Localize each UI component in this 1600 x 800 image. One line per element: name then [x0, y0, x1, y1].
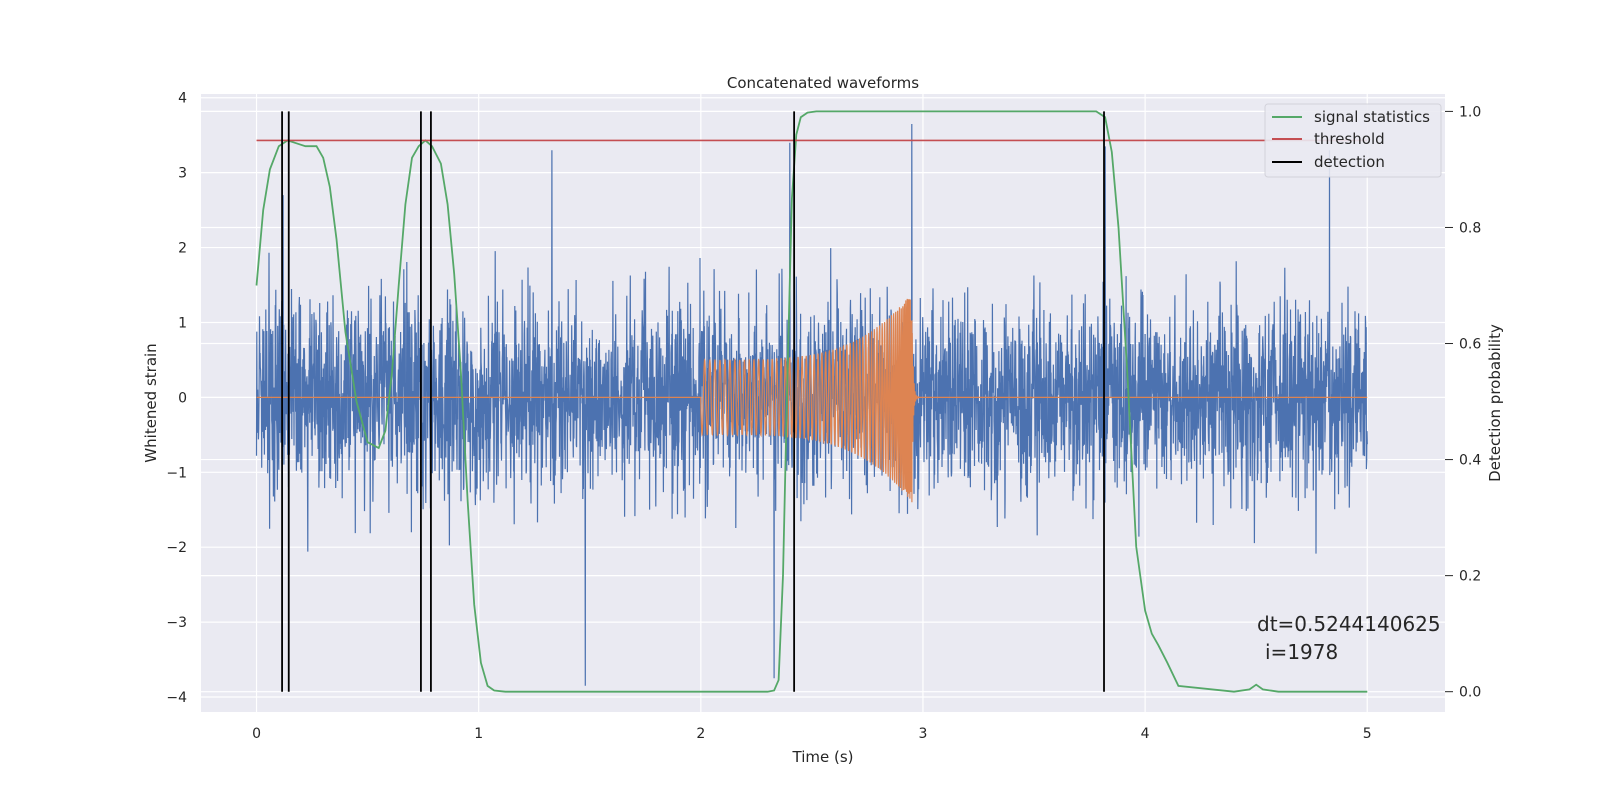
detection-lines [281, 111, 1105, 692]
y2-axis-label: Detection probability [1486, 324, 1504, 482]
annotation-i: i=1978 [1265, 640, 1338, 664]
legend-signal-statistics-label: signal statistics [1314, 108, 1430, 126]
y-tick-label: 3 [178, 166, 187, 182]
y-tick-label: 0 [178, 390, 187, 406]
x-tick-label: 2 [696, 726, 705, 742]
x-axis-label: Time (s) [792, 748, 854, 766]
y2-tick-label: 1.0 [1459, 104, 1481, 120]
x-tick-label: 5 [1363, 726, 1372, 742]
legend-box [1264, 103, 1442, 178]
x-tick-label: 1 [474, 726, 483, 742]
x-tick-label: 4 [1141, 726, 1150, 742]
y-tick-label: 1 [178, 315, 187, 331]
y-tick-label: 2 [178, 241, 187, 257]
x-tick-label: 3 [919, 726, 928, 742]
annotation-dt: dt=0.5244140625 [1257, 612, 1441, 636]
y-tick-label: 4 [178, 91, 187, 107]
y-tick-label: −1 [166, 465, 187, 481]
axis-ticks: 0 1 2 3 4 5 −4 −3 −2 −1 0 1 2 3 4 0.0 0.2 0.4 0.6 0.8 1.0 [166, 91, 1481, 742]
y-axis-label: Whitened strain [142, 343, 160, 462]
y-tick-label: −4 [166, 690, 187, 706]
y2-tick-label: 0.6 [1459, 337, 1481, 353]
signal-statistics-line [255, 110, 1368, 693]
y-tick-label: −3 [166, 615, 187, 631]
legend-threshold-label: threshold [1314, 130, 1385, 148]
y2-tick-label: 0.8 [1459, 220, 1481, 236]
legend-detection-label: detection [1314, 153, 1385, 171]
y-tick-label: −2 [166, 540, 187, 556]
legend: signal statistics threshold detection [1264, 103, 1442, 178]
chart-title: Concatenated waveforms [727, 74, 919, 92]
y2-tick-label: 0.0 [1459, 685, 1481, 701]
y2-tick-label: 0.4 [1459, 453, 1481, 469]
x-tick-label: 0 [252, 726, 261, 742]
y2-tick-label: 0.2 [1459, 569, 1481, 585]
waveform-series-line [256, 298, 1368, 503]
